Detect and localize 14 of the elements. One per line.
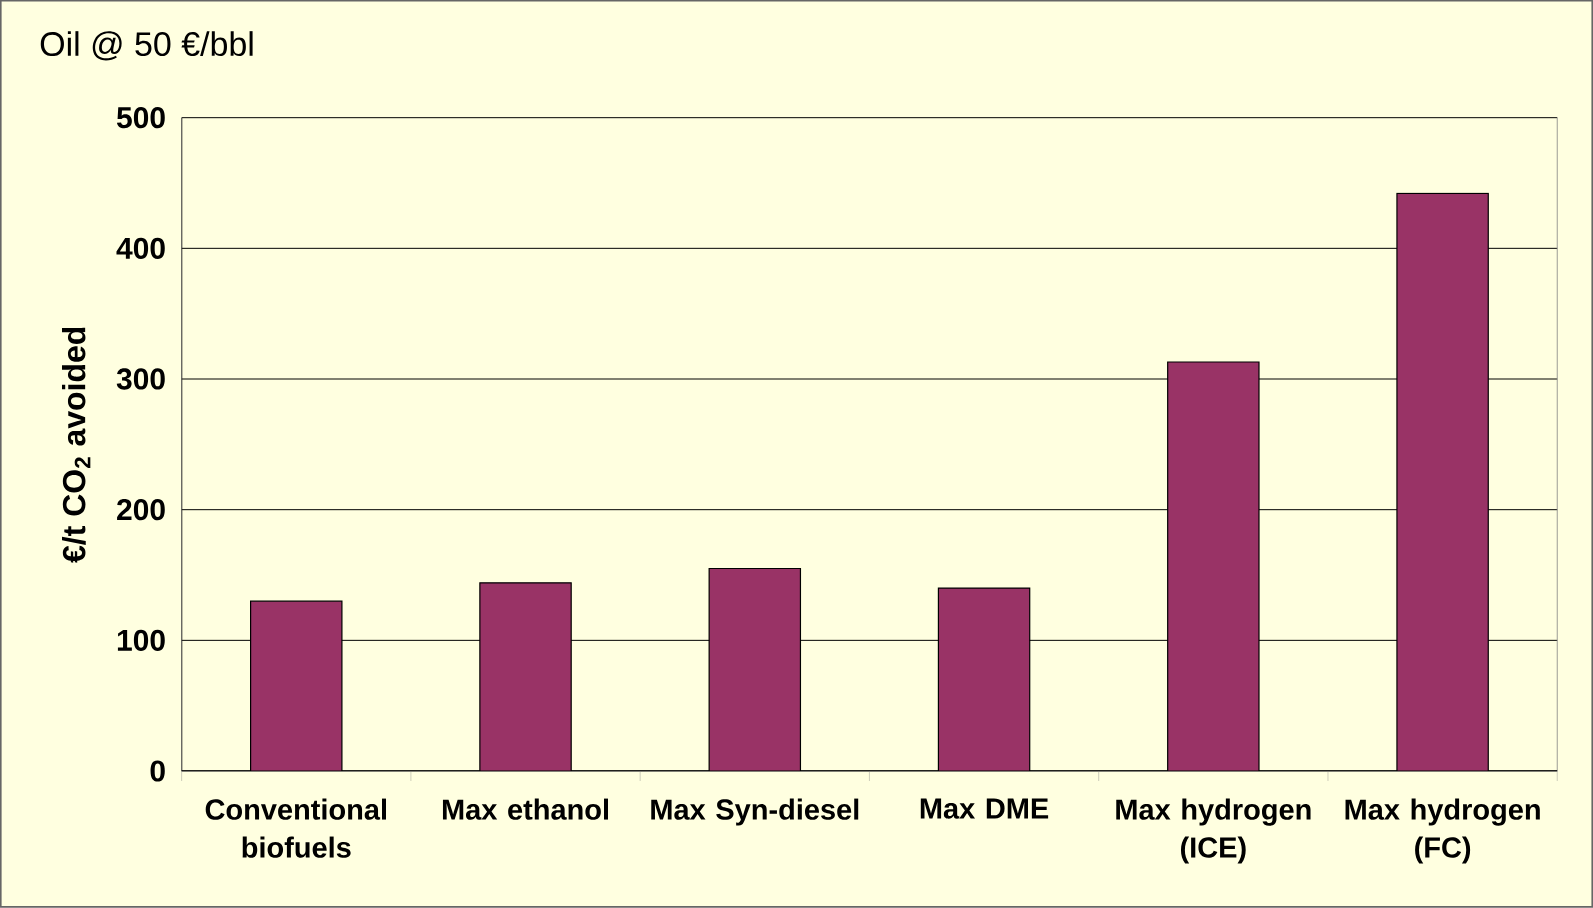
y-tick-label: 200 [117,499,165,521]
x-tick-label: Conventional biofuels [205,798,386,858]
chart-title: Oil @ 50 €/bbl [40,31,253,61]
x-tick-label: Max hydrogen (ICE) [1116,798,1311,864]
y-tick-label: 500 [116,107,165,129]
x-tick-label: Max ethanol [442,798,608,821]
x-tick-label: Max Syn-diesel [651,798,859,826]
y-tick-label: 300 [116,368,165,390]
x-tick-label: Max DME [920,798,1049,819]
y-tick-label: 0 [150,760,165,782]
x-tick-label: Max hydrogen (FC) [1345,798,1540,864]
y-axis-title: €/t CO$_{2}$ avoided [62,327,91,563]
y-tick-label: 100 [117,629,165,652]
y-tick-label: 400 [116,237,165,260]
